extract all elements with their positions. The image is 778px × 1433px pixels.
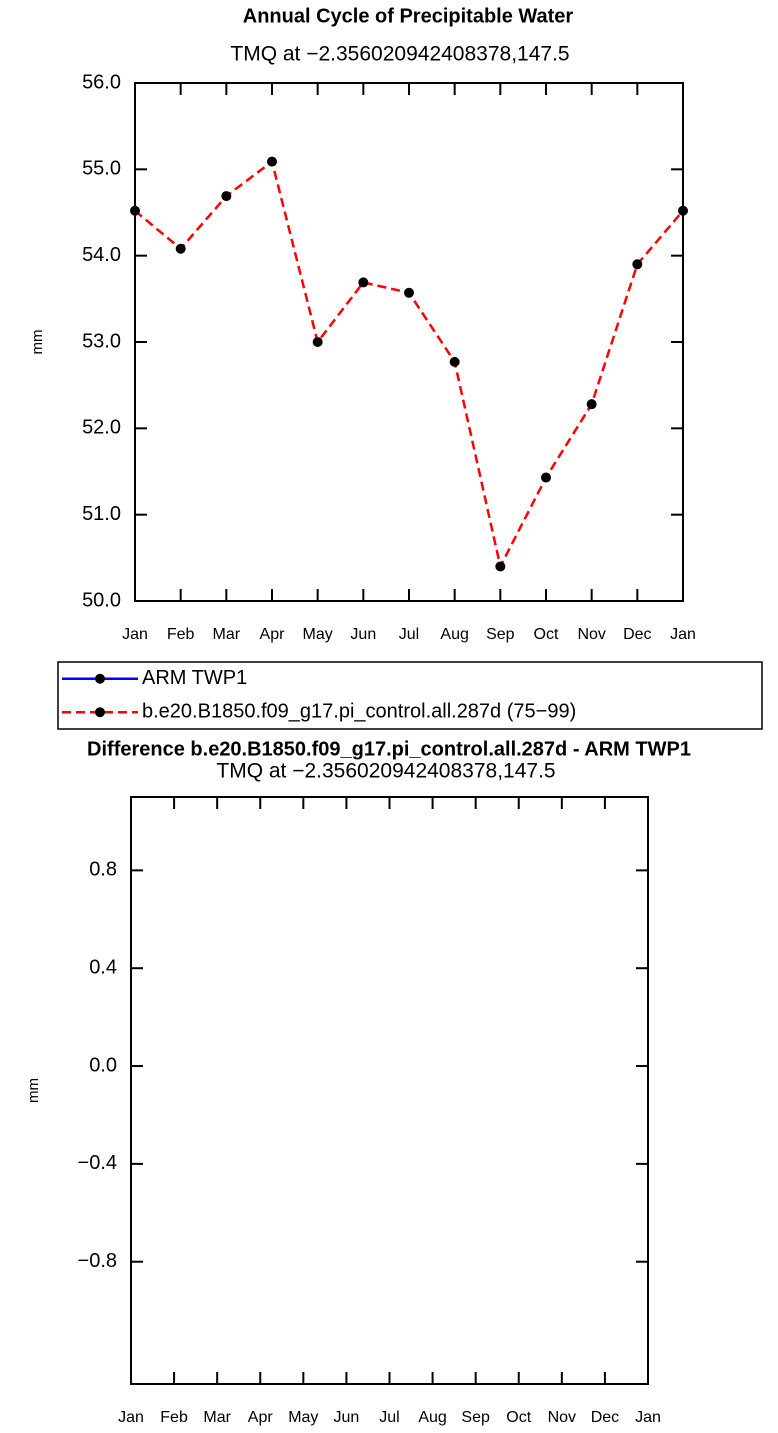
y-tick-label: 0.4 bbox=[89, 956, 117, 978]
point-marker bbox=[586, 399, 597, 410]
point-marker bbox=[495, 561, 506, 572]
x-tick-label: Nov bbox=[577, 626, 605, 643]
y-tick-label: 56.0 bbox=[82, 71, 121, 93]
point-marker bbox=[221, 191, 232, 202]
chart-title: Difference b.e20.B1850.f09_g17.pi_contro… bbox=[87, 738, 691, 760]
y-tick-label: 0.0 bbox=[89, 1054, 117, 1076]
point-marker bbox=[267, 156, 277, 167]
x-tick-label: Jul bbox=[399, 626, 419, 643]
x-tick-label: Mar bbox=[203, 1409, 231, 1426]
x-tick-label: May bbox=[288, 1409, 318, 1426]
plot-frame bbox=[134, 82, 684, 602]
y-tick-label: 52.0 bbox=[82, 417, 121, 439]
x-tick-label: Aug bbox=[440, 626, 468, 643]
x-tick-label: Jun bbox=[334, 1409, 360, 1426]
y-tick-label: 0.8 bbox=[89, 859, 117, 881]
x-tick-label: Jun bbox=[350, 626, 376, 643]
legend-label: b.e20.B1850.f09_g17.pi_control.all.287d … bbox=[142, 701, 576, 723]
y-tick-label: 55.0 bbox=[82, 158, 121, 180]
x-tick-label: Mar bbox=[213, 626, 241, 643]
plot-frame bbox=[130, 796, 649, 1385]
chart-subtitle: TMQ at −2.356020942408378,147.5 bbox=[216, 760, 555, 783]
x-tick-label: Feb bbox=[167, 626, 195, 643]
x-tick-label: May bbox=[303, 626, 333, 643]
legend-marker bbox=[95, 673, 105, 684]
x-tick-label: Dec bbox=[591, 1409, 619, 1426]
legend-label: ARM TWP1 bbox=[142, 667, 247, 689]
x-tick-label: Oct bbox=[534, 626, 559, 643]
x-tick-label: Jul bbox=[379, 1409, 399, 1426]
point-marker bbox=[404, 287, 414, 298]
chart-title: Annual Cycle of Precipitable Water bbox=[243, 5, 574, 27]
point-marker bbox=[632, 259, 643, 270]
x-tick-label: Jan bbox=[122, 626, 148, 643]
x-tick-label: Jan bbox=[635, 1409, 661, 1426]
y-tick-label: 50.0 bbox=[82, 589, 121, 611]
chart-subtitle: TMQ at −2.356020942408378,147.5 bbox=[230, 43, 569, 66]
point-marker bbox=[175, 243, 186, 254]
point-marker bbox=[449, 356, 460, 367]
x-tick-label: Dec bbox=[623, 626, 651, 643]
legend-marker bbox=[95, 707, 105, 718]
x-tick-label: Apr bbox=[260, 626, 286, 643]
x-tick-label: Jan bbox=[118, 1409, 144, 1426]
y-tick-label: −0.4 bbox=[78, 1152, 117, 1174]
y-axis-label: mm bbox=[29, 330, 46, 355]
x-tick-label: Aug bbox=[418, 1409, 446, 1426]
y-tick-label: 51.0 bbox=[82, 503, 121, 525]
x-tick-label: Sep bbox=[486, 626, 515, 643]
point-marker bbox=[541, 472, 551, 483]
point-marker bbox=[358, 277, 369, 288]
x-tick-label: Sep bbox=[461, 1409, 490, 1426]
x-tick-label: Oct bbox=[506, 1409, 531, 1426]
x-tick-label: Nov bbox=[548, 1409, 576, 1426]
legend-box bbox=[57, 661, 763, 730]
y-tick-label: 53.0 bbox=[82, 330, 121, 352]
y-axis-label: mm bbox=[25, 1078, 42, 1103]
x-tick-label: Feb bbox=[160, 1409, 188, 1426]
y-tick-label: −0.8 bbox=[78, 1250, 117, 1272]
x-tick-label: Apr bbox=[248, 1409, 274, 1426]
series-line bbox=[134, 159, 684, 571]
x-tick-label: Jan bbox=[670, 626, 696, 643]
point-marker bbox=[312, 337, 323, 347]
y-tick-label: 54.0 bbox=[82, 244, 121, 266]
